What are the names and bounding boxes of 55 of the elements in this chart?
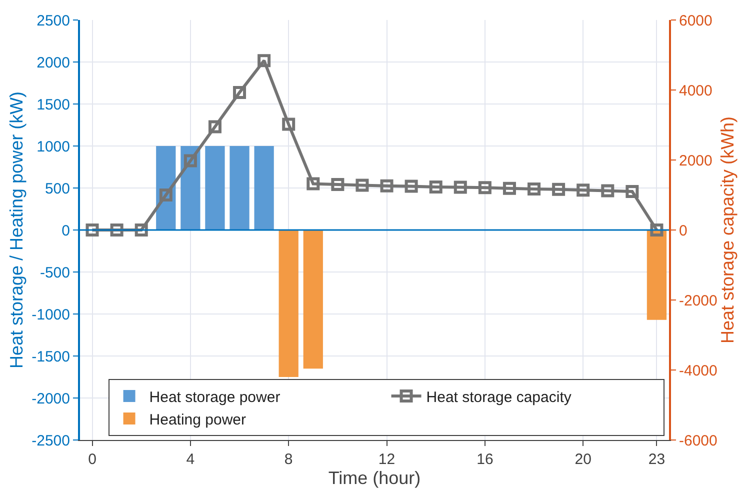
point: [356, 178, 369, 192]
point: [134, 224, 148, 236]
x-axis-title: Time (hour): [328, 468, 421, 488]
y-tick-label: -1000: [32, 306, 70, 324]
point: [331, 178, 344, 191]
point: [576, 184, 590, 197]
y-tick-label: 0: [62, 222, 70, 240]
y2-tick-label: -4000: [679, 362, 718, 380]
legend-label: Heat storage capacity: [426, 388, 572, 406]
y-tick-label: -2000: [32, 390, 70, 408]
y-tick-label: -500: [40, 264, 70, 282]
point: [86, 224, 99, 236]
point: [233, 86, 246, 99]
point: [159, 188, 172, 202]
x-tick-label: 16: [476, 451, 494, 468]
point: [380, 179, 394, 192]
point: [258, 54, 271, 68]
point: [184, 154, 197, 168]
point: [110, 224, 124, 236]
y-tick-label: -2500: [32, 432, 70, 450]
point: [478, 181, 492, 194]
point: [429, 180, 442, 194]
point: [208, 120, 222, 134]
y2-tick-label: 2000: [679, 152, 712, 170]
y2-tick-label: 4000: [679, 82, 712, 100]
point: [454, 180, 467, 194]
y-tick-label: 2000: [36, 54, 70, 72]
y2-tick-label: -2000: [679, 292, 718, 310]
y-tick-label: 500: [44, 180, 70, 198]
y-tick-label: 1000: [36, 138, 70, 156]
y-tick-label: 1500: [36, 96, 70, 114]
point: [626, 185, 639, 198]
y2-axis-title: Heat storage capacity (kWh): [717, 116, 738, 344]
x-tick-label: 23: [648, 451, 666, 468]
y2-tick-label: -6000: [679, 432, 718, 450]
x-tick-label: 4: [186, 451, 195, 468]
point: [601, 184, 614, 198]
point: [502, 182, 516, 195]
y-tick-label: 2500: [36, 12, 70, 30]
x-tick-label: 0: [88, 451, 96, 468]
x-tick-label: 20: [574, 451, 592, 468]
y2-tick-label: 6000: [679, 12, 712, 30]
x-tick-label: 12: [378, 451, 396, 468]
y-tick-label: -1500: [32, 348, 70, 366]
y-axis-title: Heat storage / Heating power (kW): [6, 91, 26, 369]
x-tick-label: 8: [284, 451, 293, 468]
point: [650, 224, 664, 236]
point: [528, 182, 541, 196]
y2-tick-label: 0: [679, 222, 688, 240]
point: [306, 177, 320, 190]
point: [404, 180, 418, 193]
legend-label: Heating power: [149, 411, 246, 428]
legend-label: Heat storage power: [149, 388, 280, 406]
point: [552, 182, 566, 196]
point: [282, 118, 296, 131]
